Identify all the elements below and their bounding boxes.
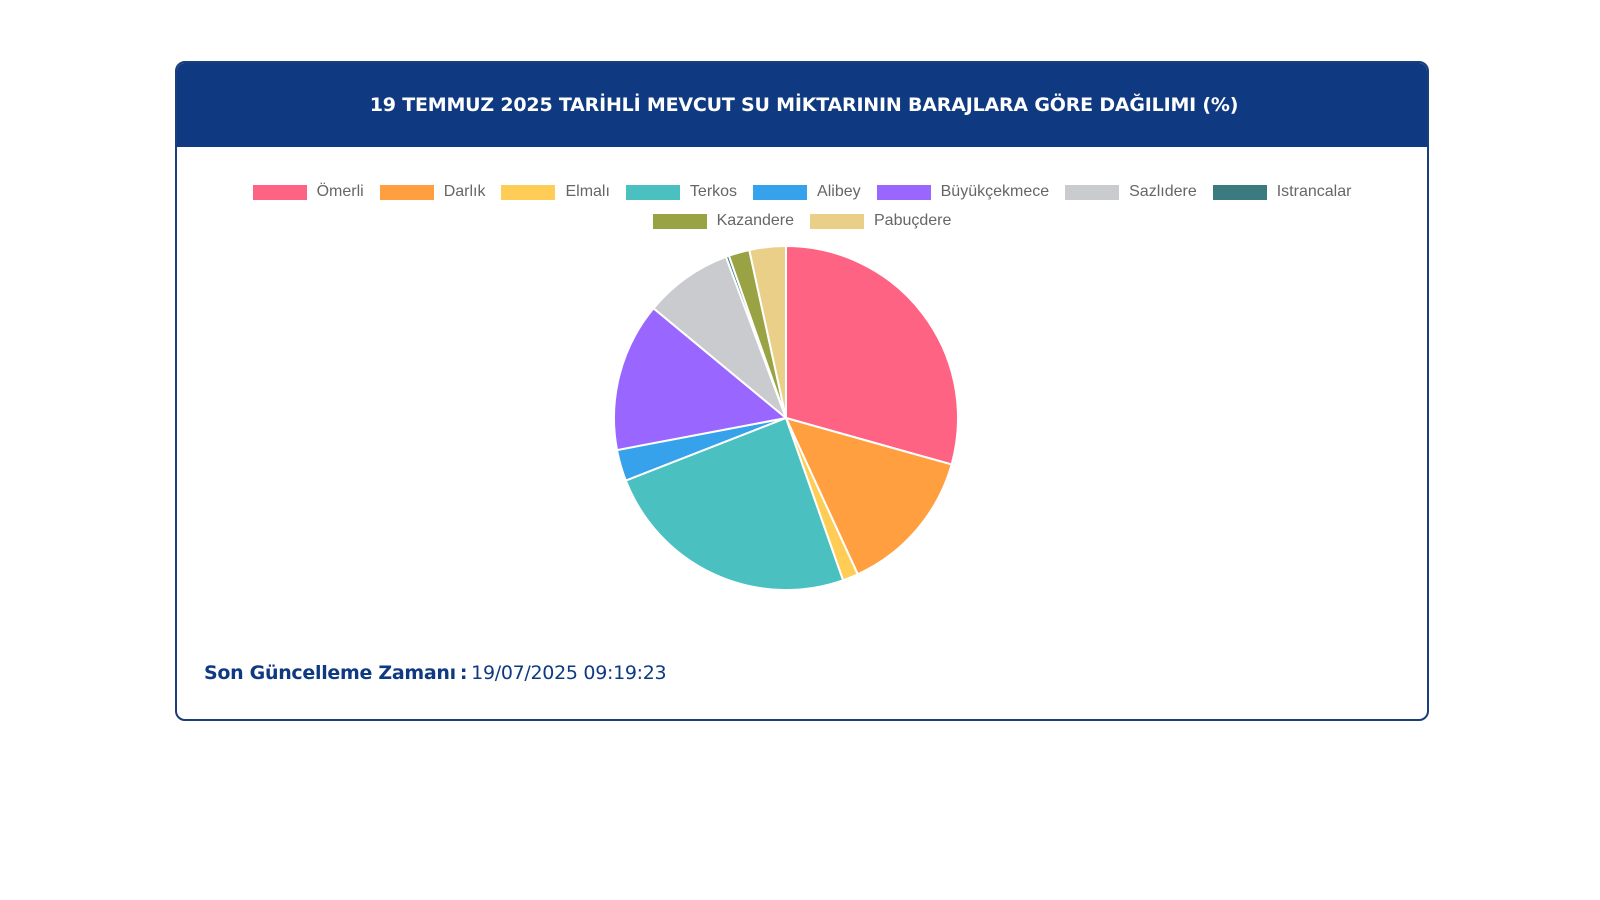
pie-chart xyxy=(613,244,959,591)
legend-label: Sazlıdere xyxy=(1129,183,1197,200)
legend-item-alibey[interactable]: Alibey xyxy=(753,183,861,201)
legend-item-istrancalar[interactable]: Istrancalar xyxy=(1212,183,1352,201)
legend-swatch xyxy=(876,184,931,200)
pie-slice-buyukcekmece[interactable] xyxy=(613,306,789,452)
pie-slice-sazlidere[interactable] xyxy=(652,255,789,422)
legend-swatch xyxy=(625,184,680,200)
legend-label: Elmalı xyxy=(565,183,610,200)
legend-item-pabucdere[interactable]: Pabuçdere xyxy=(810,212,951,230)
legend-item-darlik[interactable]: Darlık xyxy=(379,183,486,201)
chart-legend: Ömerli Darlık Elmalı Terkos Alibey Büyükçekme… xyxy=(177,183,1427,230)
last-update-value: 19/07/2025 09:19:23 xyxy=(471,662,667,684)
legend-label: Alibey xyxy=(817,183,861,200)
card-header: 19 TEMMUZ 2025 TARİHLİ MEVCUT SU MİKTARI… xyxy=(177,63,1427,147)
legend-swatch xyxy=(1212,184,1267,200)
legend-row: Kazandere Pabuçdere xyxy=(645,212,960,230)
pie-slice-pabucdere[interactable] xyxy=(748,244,787,419)
pie-slice-terkos[interactable] xyxy=(624,416,845,591)
legend-item-terkos[interactable]: Terkos xyxy=(625,183,738,201)
legend-label: Büyükçekmece xyxy=(940,183,1050,200)
chart-title: 19 TEMMUZ 2025 TARİHLİ MEVCUT SU MİKTARI… xyxy=(369,94,1239,116)
legend-swatch xyxy=(1065,184,1120,200)
legend-label: Kazandere xyxy=(716,212,794,229)
pie-slice-darlik[interactable] xyxy=(784,416,953,576)
legend-label: Ömerli xyxy=(316,183,364,200)
last-update-separator: : xyxy=(459,662,468,684)
legend-label: Darlık xyxy=(443,183,486,200)
legend-item-buyukcekmece[interactable]: Büyükçekmece xyxy=(876,183,1050,201)
legend-item-sazlidere[interactable]: Sazlıdere xyxy=(1065,183,1197,201)
last-update: Son Güncelleme Zamanı:19/07/2025 09:19:2… xyxy=(204,662,667,684)
legend-label: Pabuçdere xyxy=(874,212,952,229)
legend-row: Ömerli Darlık Elmalı Terkos Alibey Büyükçekme… xyxy=(245,183,1360,201)
last-update-label: Son Güncelleme Zamanı xyxy=(204,662,456,684)
legend-swatch xyxy=(501,184,556,200)
legend-swatch xyxy=(252,184,307,200)
legend-swatch xyxy=(753,184,808,200)
legend-label: Istrancalar xyxy=(1276,183,1352,200)
chart-card: 19 TEMMUZ 2025 TARİHLİ MEVCUT SU MİKTARI… xyxy=(175,61,1429,721)
legend-swatch xyxy=(652,213,707,229)
legend-swatch xyxy=(379,184,434,200)
legend-label: Terkos xyxy=(689,183,738,200)
legend-item-kazandere[interactable]: Kazandere xyxy=(652,212,794,230)
legend-item-elmali[interactable]: Elmalı xyxy=(501,183,610,201)
legend-item-omerli[interactable]: Ömerli xyxy=(252,183,364,201)
pie-slice-omerli[interactable] xyxy=(785,244,959,466)
legend-swatch xyxy=(810,213,864,229)
